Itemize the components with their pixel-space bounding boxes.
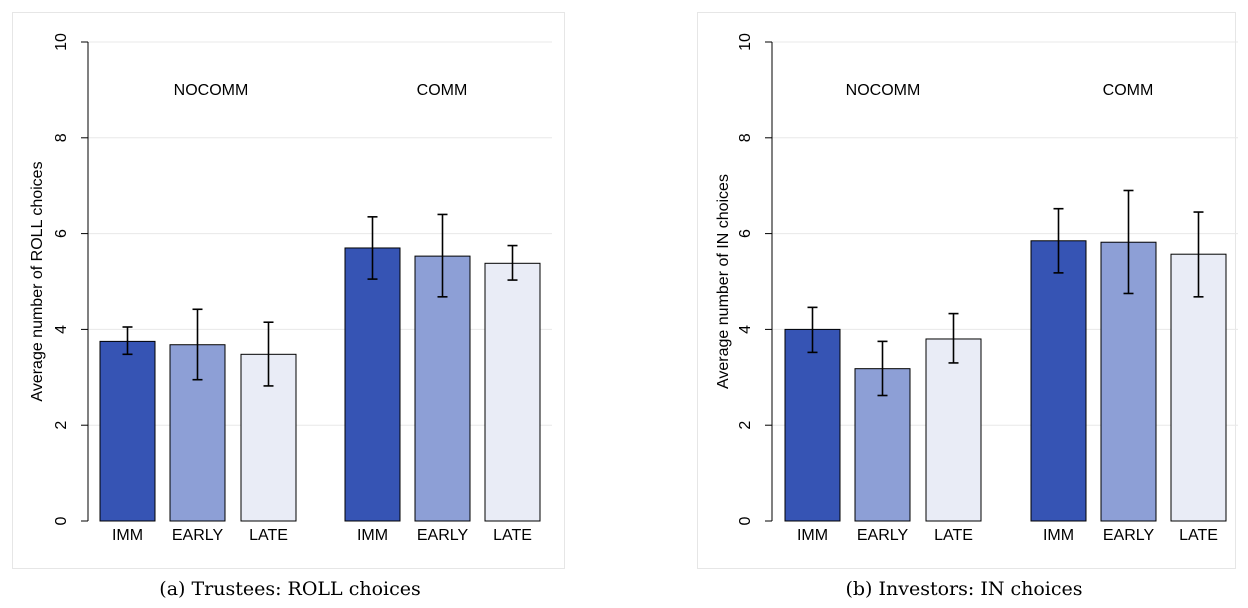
x-category-label: IMM — [1043, 527, 1074, 544]
group-label: NOCOMM — [846, 82, 921, 99]
bar — [344, 247, 401, 522]
x-category-label: EARLY — [1103, 527, 1155, 544]
x-category-label: IMM — [357, 527, 388, 544]
bar — [99, 340, 156, 522]
bar — [414, 255, 471, 522]
x-category-label: EARLY — [417, 527, 469, 544]
y-tick-label: 4 — [737, 325, 754, 334]
x-category-label: EARLY — [857, 527, 909, 544]
group-label: NOCOMM — [174, 82, 249, 99]
y-tick-label: 10 — [53, 33, 70, 51]
y-tick-label: 6 — [737, 229, 754, 238]
bar — [784, 328, 841, 522]
y-tick-label: 4 — [53, 325, 70, 334]
y-tick-label: 8 — [53, 133, 70, 142]
y-tick-label: 0 — [53, 516, 70, 525]
bar — [1170, 253, 1227, 522]
x-category-label: LATE — [934, 527, 973, 544]
y-axis-label: Average number of ROLL choices — [29, 161, 46, 401]
y-tick-label: 2 — [737, 421, 754, 430]
y-tick-label: 6 — [53, 229, 70, 238]
chart-caption: (a) Trustees: ROLL choices — [159, 578, 421, 600]
x-category-label: IMM — [797, 527, 828, 544]
x-category-label: LATE — [249, 527, 288, 544]
bar — [925, 338, 982, 522]
x-category-label: EARLY — [172, 527, 224, 544]
group-label: COMM — [1103, 82, 1154, 99]
bar — [484, 262, 541, 522]
y-tick-label: 8 — [737, 133, 754, 142]
y-tick-label: 2 — [53, 421, 70, 430]
x-category-label: IMM — [112, 527, 143, 544]
x-category-label: LATE — [493, 527, 532, 544]
y-tick-label: 0 — [737, 516, 754, 525]
y-tick-label: 10 — [737, 33, 754, 51]
group-label: COMM — [417, 82, 468, 99]
bar — [1030, 240, 1087, 522]
chart-svg: 0 2 4 6 8 10 Average number of ROLL choices NOC… — [29, 33, 552, 544]
chart-caption: (b) Investors: IN choices — [845, 578, 1083, 600]
x-category-label: LATE — [1179, 527, 1218, 544]
y-axis-label: Average number of IN choices — [715, 174, 732, 389]
